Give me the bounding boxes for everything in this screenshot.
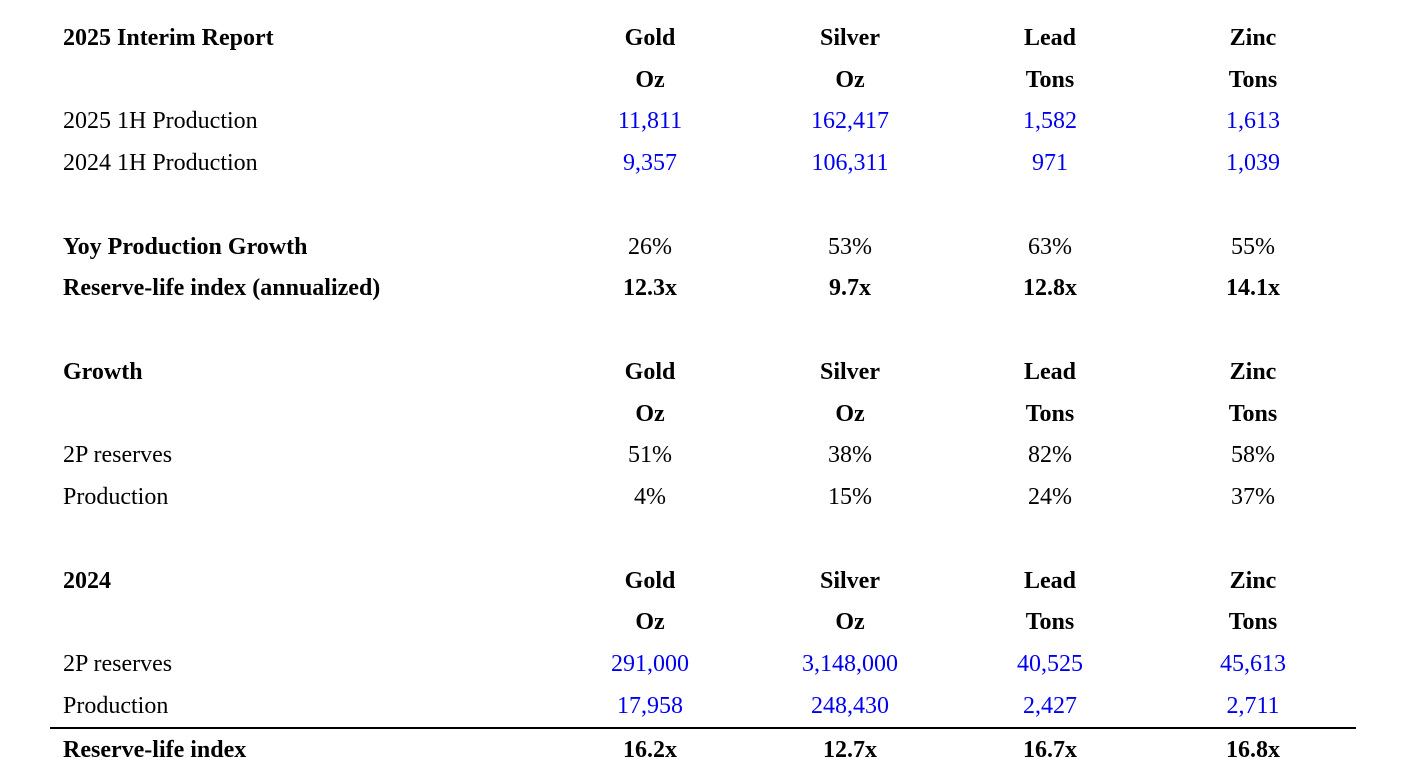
value-cell: Oz	[835, 609, 865, 636]
table-row: 2024 1H Production 9,357 106,311 971 1,039	[50, 142, 1356, 184]
row-label: 2024 1H Production	[63, 150, 258, 177]
table-row: 2P reserves 291,000 3,148,000 40,525 45,613	[50, 643, 1356, 685]
value-cell: Tons	[1228, 400, 1278, 427]
table-row-spacer	[50, 518, 1356, 560]
table-row: Yoy Production Growth 26% 53% 63% 55%	[50, 226, 1356, 268]
value-cell: 1,582	[1023, 108, 1077, 135]
table-row-spacer: Oz Oz Tons Tons	[50, 59, 1356, 101]
value-cell: Zinc	[1229, 24, 1277, 51]
interim-report-table: 2025 Interim Report Gold Silver Lead Zinc Oz O…	[50, 17, 1356, 771]
value-cell: Lead	[1023, 358, 1076, 385]
row-label: Production	[63, 484, 169, 511]
table-row: Production 17,958 248,430 2,427 2,711	[50, 685, 1356, 727]
value-cell: 971	[1032, 150, 1068, 177]
value-cell: 2,427	[1023, 692, 1077, 719]
value-cell: 58%	[1231, 442, 1275, 469]
table-row-spacer	[50, 309, 1356, 351]
value-cell: 38%	[828, 442, 872, 469]
value-cell: 12.3x	[623, 275, 677, 302]
value-cell: Gold	[624, 358, 676, 385]
table-row: Reserve-life index 16.2x 12.7x 16.7x 16.8x	[50, 726, 1356, 771]
value-cell: 40,525	[1017, 651, 1083, 678]
value-cell: Oz	[835, 66, 865, 93]
table-row: Growth Gold Silver Lead Zinc	[50, 351, 1356, 393]
value-cell: 15%	[828, 484, 872, 511]
value-cell: Oz	[635, 66, 665, 93]
row-label: 2P reserves	[63, 442, 173, 469]
value-cell: 82%	[1028, 442, 1072, 469]
table-row: Reserve-life index (annualized) 12.3x 9.7x…	[50, 268, 1356, 310]
table-row: 2025 1H Production 11,811 162,417 1,582 1,61…	[50, 101, 1356, 143]
table-row-spacer: Oz Oz Tons Tons	[50, 393, 1356, 435]
value-cell: 9.7x	[829, 275, 871, 302]
row-label: Yoy Production Growth	[63, 233, 308, 260]
value-cell: Tons	[1228, 609, 1278, 636]
value-cell: 16.2x	[623, 736, 677, 763]
value-cell: Tons	[1228, 66, 1278, 93]
value-cell: 1,039	[1226, 150, 1280, 177]
row-label: 2025 Interim Report	[63, 24, 274, 51]
table-row: 2024 Gold Silver Lead Zinc	[50, 560, 1356, 602]
value-cell: 14.1x	[1226, 275, 1280, 302]
value-cell: Tons	[1025, 400, 1075, 427]
value-cell: Oz	[635, 400, 665, 427]
value-cell: 11,811	[617, 108, 683, 135]
row-label: 2P reserves	[63, 651, 173, 678]
value-cell: 24%	[1028, 484, 1072, 511]
value-cell: 16.8x	[1226, 736, 1280, 763]
value-cell: Silver	[820, 358, 880, 385]
row-label: Production	[63, 692, 169, 719]
value-cell: 12.7x	[823, 736, 877, 763]
value-cell: Lead	[1023, 567, 1076, 594]
value-cell: 248,430	[811, 692, 889, 719]
row-label: Reserve-life index (annualized)	[63, 275, 381, 302]
value-cell: 2,711	[1226, 692, 1280, 719]
value-cell: 4%	[634, 484, 666, 511]
value-cell: Oz	[635, 609, 665, 636]
value-cell: Silver	[820, 567, 880, 594]
value-cell: Lead	[1023, 24, 1076, 51]
value-cell: 9,357	[623, 150, 677, 177]
value-cell: Oz	[835, 400, 865, 427]
value-cell: 1,613	[1226, 108, 1280, 135]
value-cell: 37%	[1231, 484, 1275, 511]
row-label: 2024	[63, 567, 111, 594]
value-cell: 45,613	[1220, 651, 1286, 678]
row-label: Reserve-life index	[63, 736, 247, 763]
table-row: Production 4% 15% 24% 37%	[50, 476, 1356, 518]
value-cell: 162,417	[811, 108, 889, 135]
value-cell: Tons	[1025, 66, 1075, 93]
table-row-spacer	[50, 184, 1356, 226]
value-cell: 3,148,000	[802, 651, 898, 678]
table-row: 2025 Interim Report Gold Silver Lead Zinc	[50, 17, 1356, 59]
value-cell: Zinc	[1229, 567, 1277, 594]
value-cell: 51%	[628, 442, 672, 469]
value-cell: Gold	[624, 567, 676, 594]
value-cell: 53%	[828, 233, 872, 260]
table-row: 2P reserves 51% 38% 82% 58%	[50, 435, 1356, 477]
row-label: 2025 1H Production	[63, 108, 258, 135]
value-cell: 106,311	[811, 150, 889, 177]
row-label: Growth	[63, 358, 143, 385]
table-row-spacer: Oz Oz Tons Tons	[50, 602, 1356, 644]
value-cell: Silver	[820, 24, 880, 51]
value-cell: Gold	[624, 24, 676, 51]
value-cell: 17,958	[617, 692, 683, 719]
value-cell: Zinc	[1229, 358, 1277, 385]
value-cell: Tons	[1025, 609, 1075, 636]
value-cell: 55%	[1231, 233, 1275, 260]
value-cell: 12.8x	[1023, 275, 1077, 302]
value-cell: 26%	[628, 233, 672, 260]
value-cell: 63%	[1028, 233, 1072, 260]
value-cell: 16.7x	[1023, 736, 1077, 763]
value-cell: 291,000	[611, 651, 689, 678]
